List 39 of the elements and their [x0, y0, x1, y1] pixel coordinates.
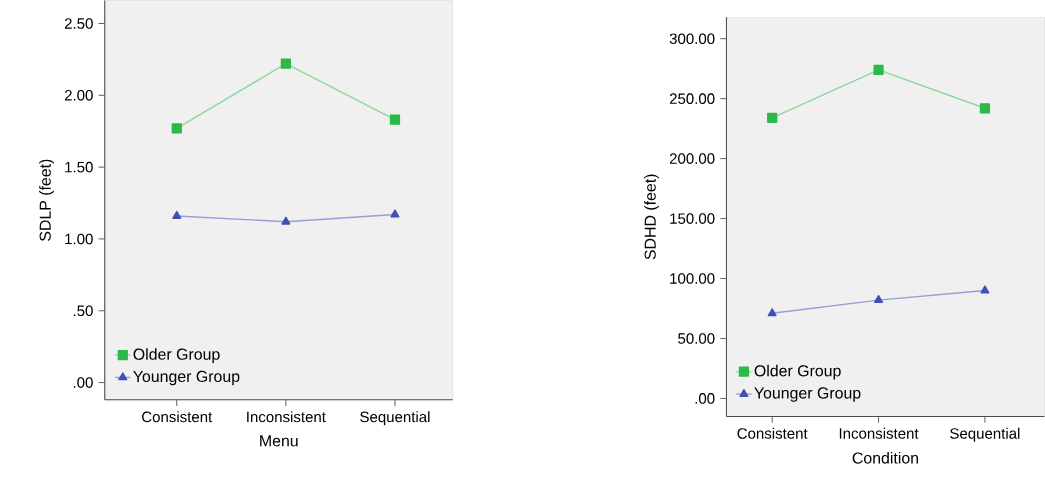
point — [281, 216, 291, 225]
point — [979, 102, 991, 114]
y-tick-label: 150.00 — [670, 213, 715, 224]
x-tick-label: Inconsistent — [839, 427, 919, 439]
point — [873, 64, 884, 75]
x-tick-label: Consistent — [142, 411, 213, 423]
y-tick-label: 250.00 — [669, 93, 715, 104]
x-tick-label: Consistent — [737, 427, 808, 439]
point — [280, 58, 291, 69]
y-tick-label: 1.00 — [65, 233, 93, 245]
point — [389, 114, 401, 125]
legend-label: Older Group — [133, 347, 220, 363]
y-tick-label: 100.00 — [670, 273, 715, 284]
point — [874, 294, 884, 303]
legend-label: Younger Group — [754, 387, 861, 402]
y-tick-label: 2.50 — [64, 18, 93, 29]
point — [980, 285, 990, 294]
y-axis-title: SDLP (feet) — [39, 159, 54, 241]
point — [767, 308, 777, 317]
y-tick-label: .00 — [73, 377, 93, 388]
legend-label: Older Group — [754, 364, 841, 380]
x-tick-label: Inconsistent — [247, 411, 326, 423]
legend-label: Younger Group — [133, 370, 240, 385]
y-tick-label: .50 — [73, 305, 93, 316]
x-tick-label: Sequential — [360, 411, 430, 426]
x-axis-title: Condition — [852, 451, 919, 464]
x-axis-title: Menu — [260, 435, 298, 447]
point — [767, 112, 778, 123]
y-tick-label: 2.00 — [64, 89, 93, 101]
y-tick-label: .00 — [695, 392, 715, 404]
y-tick-label: 50.00 — [678, 332, 715, 344]
x-tick-label: Sequential — [950, 427, 1020, 442]
point — [171, 123, 182, 134]
y-axis-title: SDHD (feet) — [644, 174, 659, 260]
point — [390, 209, 400, 218]
y-tick-label: 300.00 — [669, 33, 715, 44]
point — [172, 210, 182, 219]
y-tick-label: 1.50 — [65, 161, 93, 173]
y-tick-label: 200.00 — [669, 153, 715, 164]
